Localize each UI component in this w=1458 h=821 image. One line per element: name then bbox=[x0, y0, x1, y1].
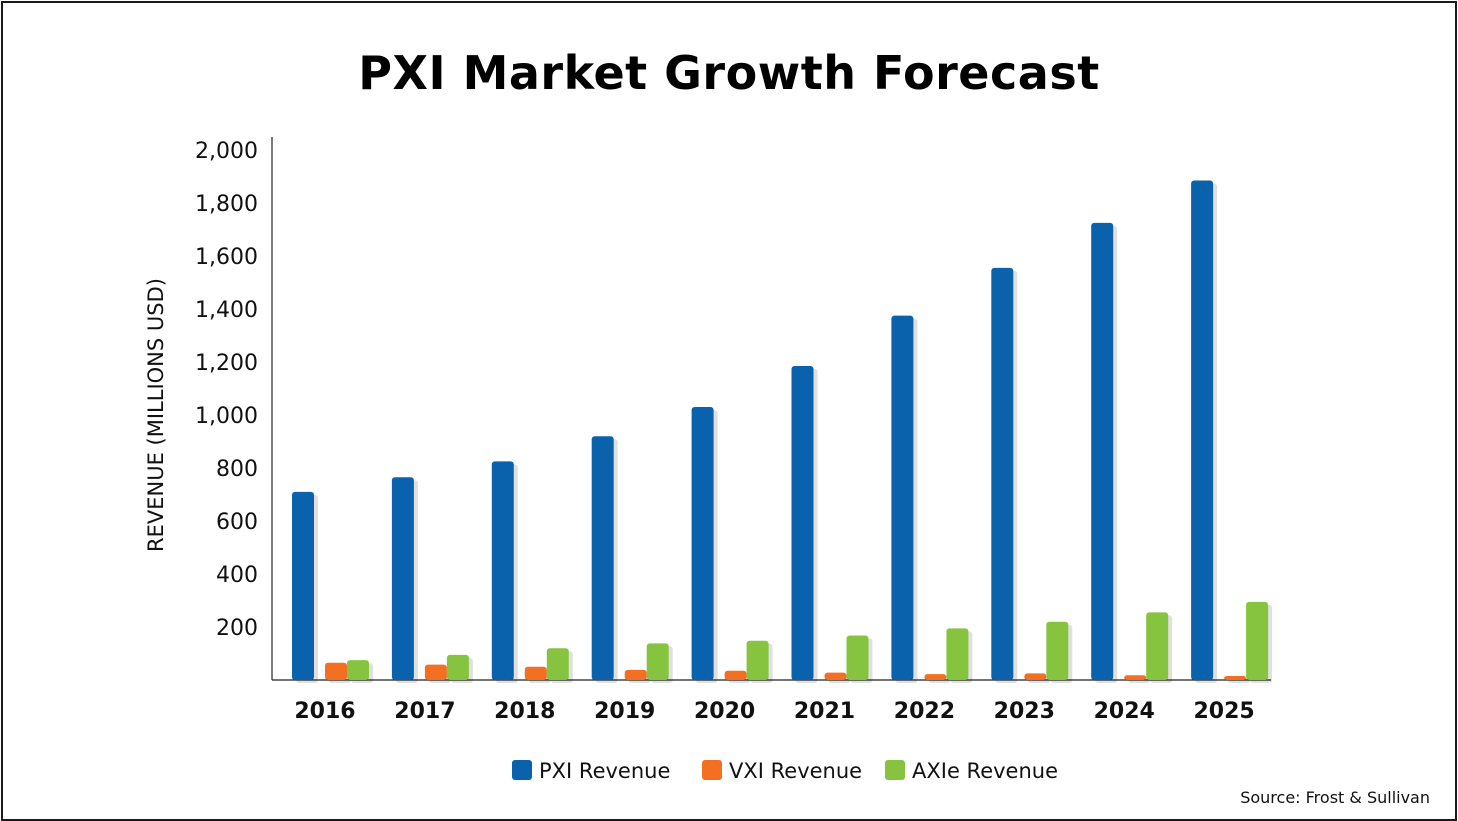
bars bbox=[292, 180, 1273, 683]
source-note: Source: Frost & Sullivan bbox=[1240, 788, 1430, 807]
bar-axie-revenue-2018 bbox=[546, 648, 569, 680]
y-axis-label: REVENUE (MILLIONS USD) bbox=[144, 278, 168, 552]
bar-pxi-revenue-2020 bbox=[691, 407, 714, 680]
bar-pxi-revenue-2022 bbox=[891, 315, 914, 680]
bar-axie-revenue-2019 bbox=[646, 643, 669, 680]
legend-swatch bbox=[702, 760, 722, 780]
x-axis-ticks: 2016 2017 2018 2019 2020 2021 2022 2023 2024 2025 bbox=[294, 699, 1254, 724]
bar-pxi-revenue-2019 bbox=[591, 436, 614, 680]
chart-title: PXI Market Growth Forecast bbox=[358, 46, 1100, 100]
bar-vxi-revenue-2018 bbox=[524, 666, 547, 680]
y-tick-label: 2,000 bbox=[195, 139, 258, 164]
bar-axie-revenue-2017 bbox=[446, 654, 469, 680]
bar-vxi-revenue-2020 bbox=[724, 670, 747, 680]
bar-axie-revenue-2022 bbox=[946, 628, 969, 680]
y-axis-ticks: 200 400 600 800 1,000 1,200 1,400 1,600 1,800 2,0… bbox=[195, 139, 258, 641]
bar-pxi-revenue-2016 bbox=[292, 491, 314, 680]
y-tick-label: 1,600 bbox=[195, 245, 258, 270]
bar-axie-revenue-2021 bbox=[846, 635, 869, 680]
x-tick-label: 2025 bbox=[1193, 699, 1254, 724]
y-tick-label: 200 bbox=[216, 616, 258, 641]
bar-axie-revenue-2023 bbox=[1046, 621, 1069, 680]
bar-pxi-revenue-2018 bbox=[491, 461, 514, 680]
legend-label: VXI Revenue bbox=[729, 759, 862, 783]
legend-swatch bbox=[885, 760, 905, 780]
x-tick-label: 2023 bbox=[994, 699, 1055, 724]
bar-shadow bbox=[1228, 679, 1251, 683]
bar-axie-revenue-2024 bbox=[1146, 612, 1169, 680]
x-tick-label: 2020 bbox=[694, 699, 755, 724]
y-tick-label: 1,800 bbox=[195, 192, 258, 217]
bar-vxi-revenue-2016 bbox=[325, 662, 347, 680]
bar-pxi-revenue-2024 bbox=[1091, 222, 1114, 680]
bar-vxi-revenue-2023 bbox=[1024, 673, 1047, 680]
x-tick-label: 2021 bbox=[794, 699, 855, 724]
legend-label: PXI Revenue bbox=[539, 759, 670, 783]
bar-pxi-revenue-2023 bbox=[991, 267, 1014, 680]
bar-vxi-revenue-2019 bbox=[624, 669, 647, 680]
x-tick-label: 2024 bbox=[1094, 699, 1155, 724]
x-tick-label: 2019 bbox=[594, 699, 655, 724]
bar-axie-revenue-2020 bbox=[746, 640, 769, 680]
axes bbox=[271, 137, 1271, 681]
x-tick-label: 2018 bbox=[494, 699, 555, 724]
y-tick-label: 1,000 bbox=[195, 404, 258, 429]
y-tick-label: 1,200 bbox=[195, 351, 258, 376]
legend-label: AXIe Revenue bbox=[912, 759, 1058, 783]
bar-axie-revenue-2025 bbox=[1246, 601, 1269, 680]
y-tick-label: 600 bbox=[216, 510, 258, 535]
x-tick-label: 2022 bbox=[894, 699, 955, 724]
x-tick-label: 2017 bbox=[394, 699, 455, 724]
bar-axie-revenue-2016 bbox=[347, 660, 369, 680]
bar-vxi-revenue-2021 bbox=[824, 672, 847, 680]
bar-pxi-revenue-2021 bbox=[791, 365, 814, 680]
y-tick-label: 1,400 bbox=[195, 298, 258, 323]
x-tick-label: 2016 bbox=[294, 699, 355, 724]
y-tick-label: 800 bbox=[216, 457, 258, 482]
bar-vxi-revenue-2025 bbox=[1224, 676, 1247, 680]
y-tick-label: 400 bbox=[216, 563, 258, 588]
bar-vxi-revenue-2017 bbox=[424, 664, 447, 680]
bar-pxi-revenue-2017 bbox=[391, 477, 414, 680]
bar-vxi-revenue-2024 bbox=[1124, 675, 1147, 680]
bar-vxi-revenue-2022 bbox=[924, 674, 947, 680]
legend: PXI Revenue VXI Revenue AXIe Revenue bbox=[512, 759, 1058, 783]
bar-pxi-revenue-2025 bbox=[1191, 180, 1214, 680]
legend-swatch bbox=[512, 760, 532, 780]
